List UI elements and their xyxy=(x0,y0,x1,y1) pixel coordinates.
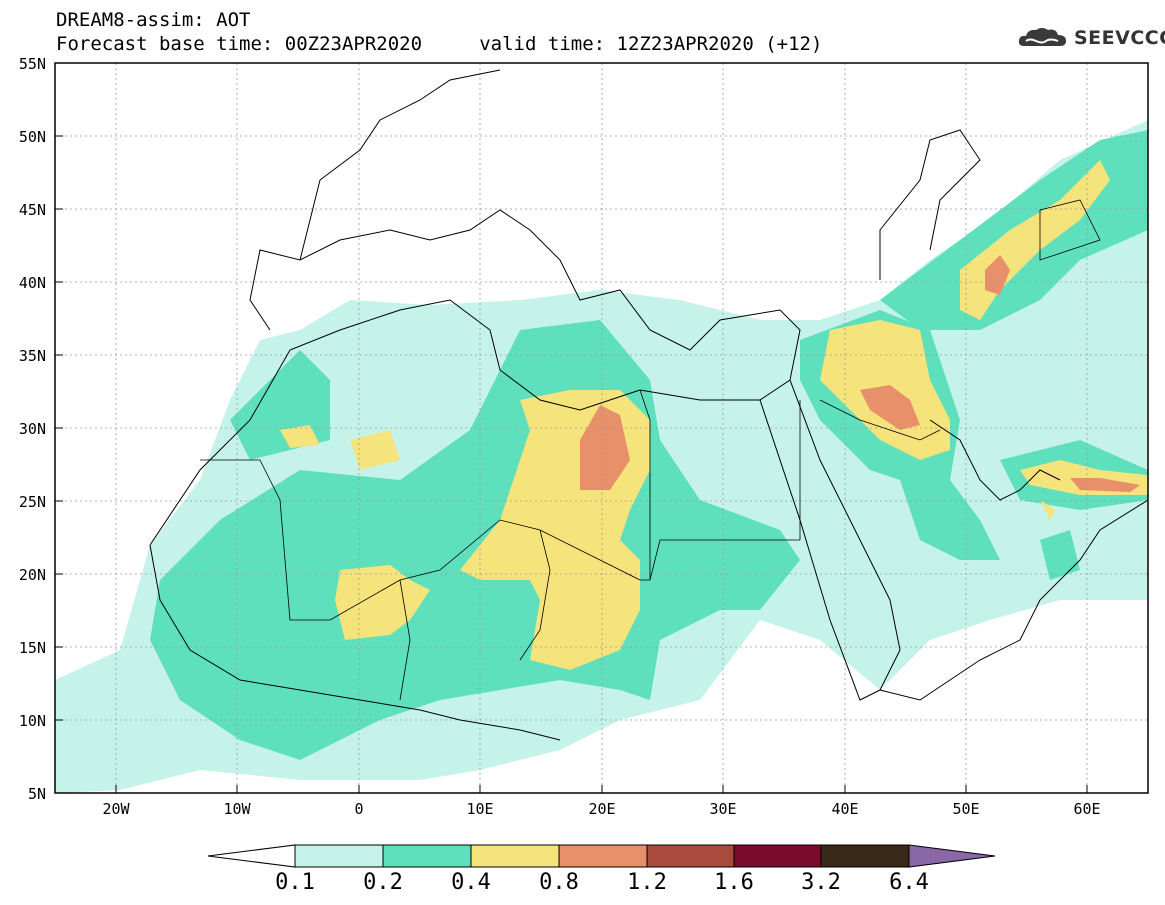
forecast-time-info: Forecast base time: 00Z23APR2020 valid t… xyxy=(56,33,823,55)
colorbar-label: 0.2 xyxy=(363,870,403,895)
lat-label: 15N xyxy=(18,639,46,657)
colorbar-segment xyxy=(470,844,560,868)
lat-label: 25N xyxy=(18,493,46,511)
lat-label: 55N xyxy=(18,55,46,73)
colorbar-segment-below xyxy=(207,844,296,868)
colorbar-segment xyxy=(646,844,735,868)
axis-ticks xyxy=(55,135,1088,793)
coastlines xyxy=(149,69,1148,741)
colorbar-label: 0.4 xyxy=(451,870,491,895)
colorbar-segment xyxy=(820,844,910,868)
colorbar-label: 0.8 xyxy=(539,870,579,895)
colorbar-label: 3.2 xyxy=(801,870,841,895)
colorbar-label: 1.2 xyxy=(627,870,667,895)
map-title: DREAM8-assim: AOT xyxy=(56,9,251,31)
colorbar-label: 0.1 xyxy=(275,870,315,895)
lat-label: 35N xyxy=(18,347,46,365)
colorbar-segment xyxy=(733,844,822,868)
lon-label: 10W xyxy=(223,800,251,818)
country-borders xyxy=(200,199,1101,701)
lat-label: 20N xyxy=(18,566,46,584)
colorbar-segment xyxy=(558,844,648,868)
lon-label: 20E xyxy=(588,800,616,818)
cloud-logo-icon xyxy=(1018,28,1066,46)
lat-label: 5N xyxy=(27,785,46,803)
colorbar-segment xyxy=(382,844,472,868)
colorbar xyxy=(207,844,996,868)
lon-label: 0 xyxy=(354,800,364,818)
lon-label: 30E xyxy=(709,800,737,818)
lon-label: 20W xyxy=(102,800,130,818)
aot-level-4 xyxy=(580,255,1140,492)
lon-label: 40E xyxy=(831,800,859,818)
lat-label: 40N xyxy=(18,274,46,292)
lon-label: 60E xyxy=(1073,800,1101,818)
lat-label: 50N xyxy=(18,128,46,146)
map-gridlines xyxy=(55,63,1148,793)
brand-name: SEEVCCC xyxy=(1074,27,1165,49)
colorbar-label: 6.4 xyxy=(889,870,929,895)
lon-label: 50E xyxy=(952,800,980,818)
colorbar-segment xyxy=(294,844,384,868)
lat-label: 10N xyxy=(18,712,46,730)
lat-label: 30N xyxy=(18,420,46,438)
colorbar-label: 1.6 xyxy=(714,870,754,895)
lat-label: 45N xyxy=(18,201,46,219)
colorbar-segment-above xyxy=(908,844,996,868)
brand-logo: SEEVCCC xyxy=(1018,26,1165,50)
lon-label: 10E xyxy=(466,800,494,818)
